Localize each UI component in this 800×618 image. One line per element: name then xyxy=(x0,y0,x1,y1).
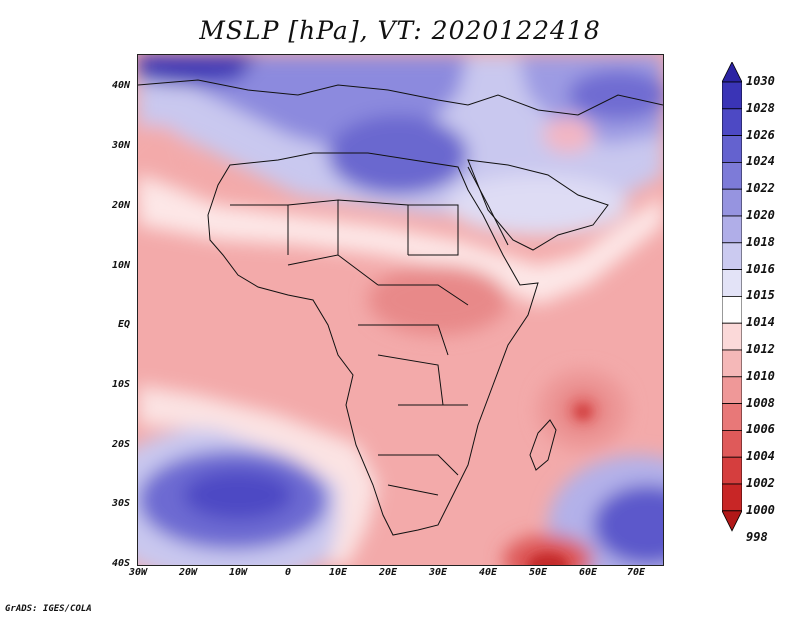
lat-label: EQ xyxy=(117,319,130,330)
lon-label: 30W xyxy=(128,567,148,578)
lat-label: 10N xyxy=(111,260,130,271)
colorbar-cell xyxy=(722,188,742,217)
coastlines xyxy=(138,79,663,536)
colorbar-label: 1015 xyxy=(746,288,775,303)
lat-label: 40N xyxy=(111,80,130,91)
colorbar-cell xyxy=(722,510,742,532)
lon-label: 10E xyxy=(328,567,348,578)
credit-text: GrADS: IGES/COLA xyxy=(5,604,92,614)
colorbar-label: 1000 xyxy=(746,502,775,517)
lon-label: 40E xyxy=(478,567,498,578)
colorbar-cell xyxy=(722,162,742,190)
colorbar-cell xyxy=(722,483,742,512)
colorbar-label: 1008 xyxy=(746,395,775,410)
colorbar-label: 1016 xyxy=(746,261,775,276)
colorbar-label: 1026 xyxy=(746,127,775,142)
colorbar-cell xyxy=(722,456,742,485)
colorbar xyxy=(722,62,742,532)
colorbar-label: 1030 xyxy=(746,74,775,88)
colorbar-label: 998 xyxy=(746,529,768,544)
map-title: MSLP [hPa], VT: 2020122418 xyxy=(199,16,601,45)
colorbar-cell xyxy=(722,108,742,136)
lon-label: 30E xyxy=(428,567,448,578)
lat-label: 10S xyxy=(111,379,130,390)
colorbar-cell xyxy=(722,429,742,458)
colorbar-label: 1018 xyxy=(746,234,775,249)
colorbar-cell xyxy=(722,62,742,83)
lon-label: 70E xyxy=(626,567,646,578)
colorbar-label: 1014 xyxy=(746,315,775,330)
lon-label: 10W xyxy=(228,567,248,578)
lat-label: 30S xyxy=(111,498,130,509)
mslp-map xyxy=(137,54,664,566)
colorbar-label: 1010 xyxy=(746,368,775,383)
lat-label: 20N xyxy=(111,200,130,211)
colorbar-cell xyxy=(722,215,742,244)
colorbar-label: 1028 xyxy=(746,100,775,115)
lon-label: 20W xyxy=(178,567,198,578)
colorbar-label: 1020 xyxy=(746,208,775,222)
colorbar-cell xyxy=(722,269,742,297)
colorbar-label: 1002 xyxy=(746,476,775,490)
lat-label: 40S xyxy=(111,558,130,569)
lon-label: 50E xyxy=(528,567,548,578)
colorbar-cell xyxy=(722,135,742,163)
colorbar-cell xyxy=(722,376,742,404)
lon-label: 20E xyxy=(378,567,398,578)
colorbar-cell xyxy=(722,81,742,110)
colorbar-cell xyxy=(722,242,742,271)
colorbar-cell xyxy=(722,322,742,351)
lon-label: 60E xyxy=(578,567,598,578)
lat-label: 20S xyxy=(111,439,130,450)
colorbar-cell xyxy=(722,295,742,324)
colorbar-label: 1022 xyxy=(746,181,775,196)
mslp-field xyxy=(138,55,663,565)
lon-label: 0 xyxy=(284,567,292,578)
colorbar-label: 1012 xyxy=(746,342,775,356)
colorbar-label: 1006 xyxy=(746,422,775,437)
colorbar-cell xyxy=(722,403,742,431)
colorbar-label: 1024 xyxy=(746,154,775,169)
lat-label: 30N xyxy=(111,140,130,151)
colorbar-cell xyxy=(722,349,742,378)
colorbar-label: 1004 xyxy=(746,449,775,464)
